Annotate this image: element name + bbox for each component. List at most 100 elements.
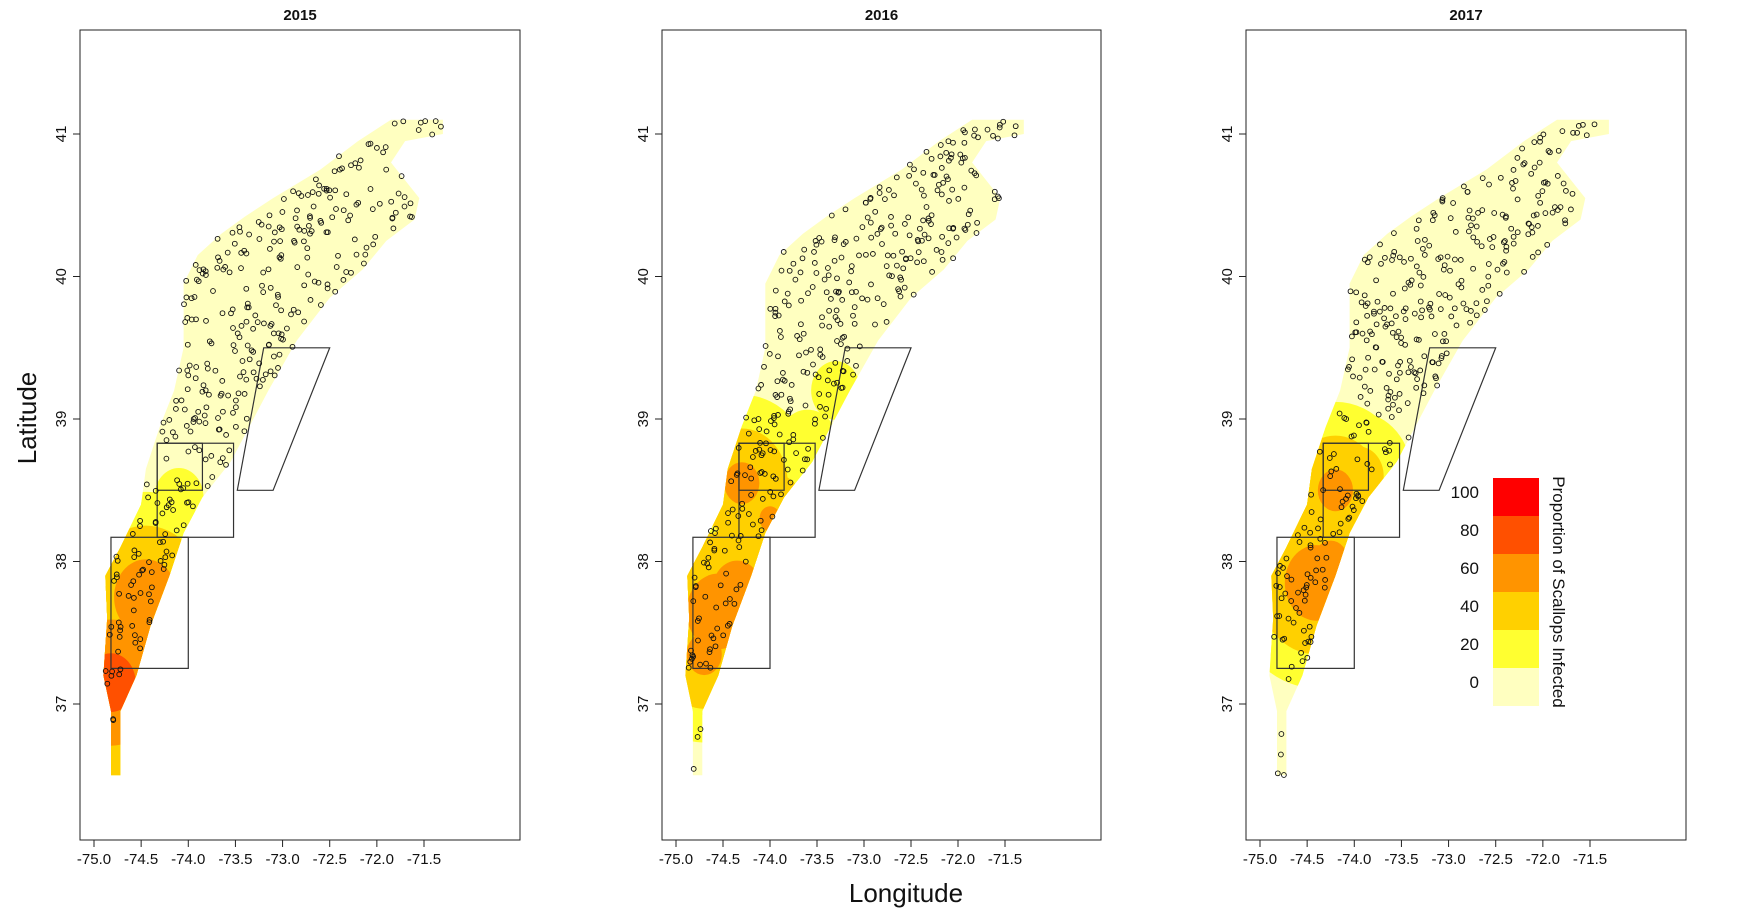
sample-point [1304, 654, 1311, 661]
sample-point [1349, 333, 1355, 340]
sample-point [1368, 466, 1375, 473]
sample-point [1555, 147, 1562, 154]
sample-point [1473, 300, 1480, 307]
sample-point [1500, 260, 1506, 267]
sample-point [711, 545, 718, 552]
sample-point [1383, 449, 1389, 456]
sample-point [705, 564, 712, 571]
sample-point [733, 586, 740, 593]
sample-point [1304, 571, 1311, 578]
sample-point [750, 454, 756, 460]
sample-point [1352, 329, 1359, 336]
sample-point [295, 309, 302, 316]
sample-point [246, 356, 253, 363]
sample-point [755, 533, 762, 540]
sample-point [804, 456, 811, 463]
sample-point [372, 233, 379, 240]
sample-point [200, 382, 207, 389]
sample-point [903, 256, 909, 263]
y-tick-label: 39 [53, 411, 70, 428]
sample-point [1439, 197, 1446, 203]
sample-point [734, 470, 741, 477]
sample-point [819, 322, 825, 329]
sample-point [1337, 486, 1343, 492]
sample-point [689, 652, 696, 659]
sample-point [173, 527, 180, 534]
sample-point [1433, 375, 1439, 382]
sample-point [1377, 241, 1383, 248]
sample-point [702, 593, 709, 600]
sample-point [1479, 175, 1486, 181]
sample-point [332, 187, 339, 194]
sample-point [196, 447, 203, 454]
sample-point [275, 365, 281, 371]
sample-point [1528, 170, 1535, 177]
sample-point [1485, 261, 1492, 267]
sample-point [1322, 539, 1328, 546]
sample-point [1441, 331, 1448, 337]
sample-point [696, 615, 702, 622]
sample-point [768, 418, 774, 424]
sample-point [706, 649, 713, 655]
sample-point [729, 532, 735, 539]
heat-band [1313, 540, 1349, 583]
sample-point [758, 469, 765, 475]
sample-point [318, 219, 325, 226]
y-tick-label: 38 [635, 553, 652, 570]
sample-point [117, 666, 124, 673]
sample-point [190, 419, 197, 425]
sample-point [893, 174, 900, 181]
panel-title: 2017 [1449, 7, 1482, 24]
sample-point [804, 369, 811, 376]
sample-point [1303, 582, 1310, 588]
sample-point [176, 367, 182, 374]
sample-point [1319, 566, 1326, 573]
sample-point [747, 464, 754, 471]
sample-point [911, 166, 917, 173]
sample-point [1542, 210, 1549, 216]
sample-point [914, 237, 921, 243]
sample-point [278, 226, 285, 233]
region-fill [103, 119, 443, 776]
sample-point [1307, 639, 1314, 645]
sample-point [1391, 248, 1398, 255]
sample-point [1308, 491, 1314, 498]
sample-point [1490, 234, 1497, 240]
sample-point [743, 414, 749, 421]
sample-point [115, 648, 121, 655]
sample-point [250, 325, 256, 332]
sample-point [1464, 188, 1471, 195]
sample-point [173, 397, 179, 404]
sample-point [799, 255, 806, 262]
sample-point [923, 204, 930, 210]
sample-point [170, 507, 176, 513]
sample-point [327, 194, 333, 201]
sample-point [1306, 623, 1313, 630]
sample-point [1390, 290, 1396, 297]
sample-point [1503, 247, 1509, 254]
sample-point [1395, 328, 1402, 335]
sample-point [1383, 385, 1390, 391]
sample-point [1531, 164, 1538, 171]
sample-point [1285, 676, 1292, 682]
sample-point [295, 190, 302, 197]
sample-point [250, 349, 257, 355]
sample-point [792, 276, 799, 283]
sample-point [340, 207, 347, 214]
legend-swatch [1493, 668, 1539, 706]
sample-point [1421, 382, 1428, 389]
sample-point [1514, 196, 1521, 203]
sample-point [737, 533, 744, 539]
sample-point [214, 264, 221, 271]
sample-point [1502, 238, 1508, 244]
sample-point [839, 334, 846, 341]
sample-point [943, 173, 950, 180]
sample-point [769, 513, 776, 520]
x-tick-label: -72.5 [894, 851, 928, 868]
sample-point [190, 416, 197, 422]
sample-point [335, 252, 341, 259]
sample-point [1296, 539, 1303, 545]
sample-point [243, 415, 250, 422]
sample-point [803, 349, 809, 356]
sample-point [920, 169, 927, 176]
